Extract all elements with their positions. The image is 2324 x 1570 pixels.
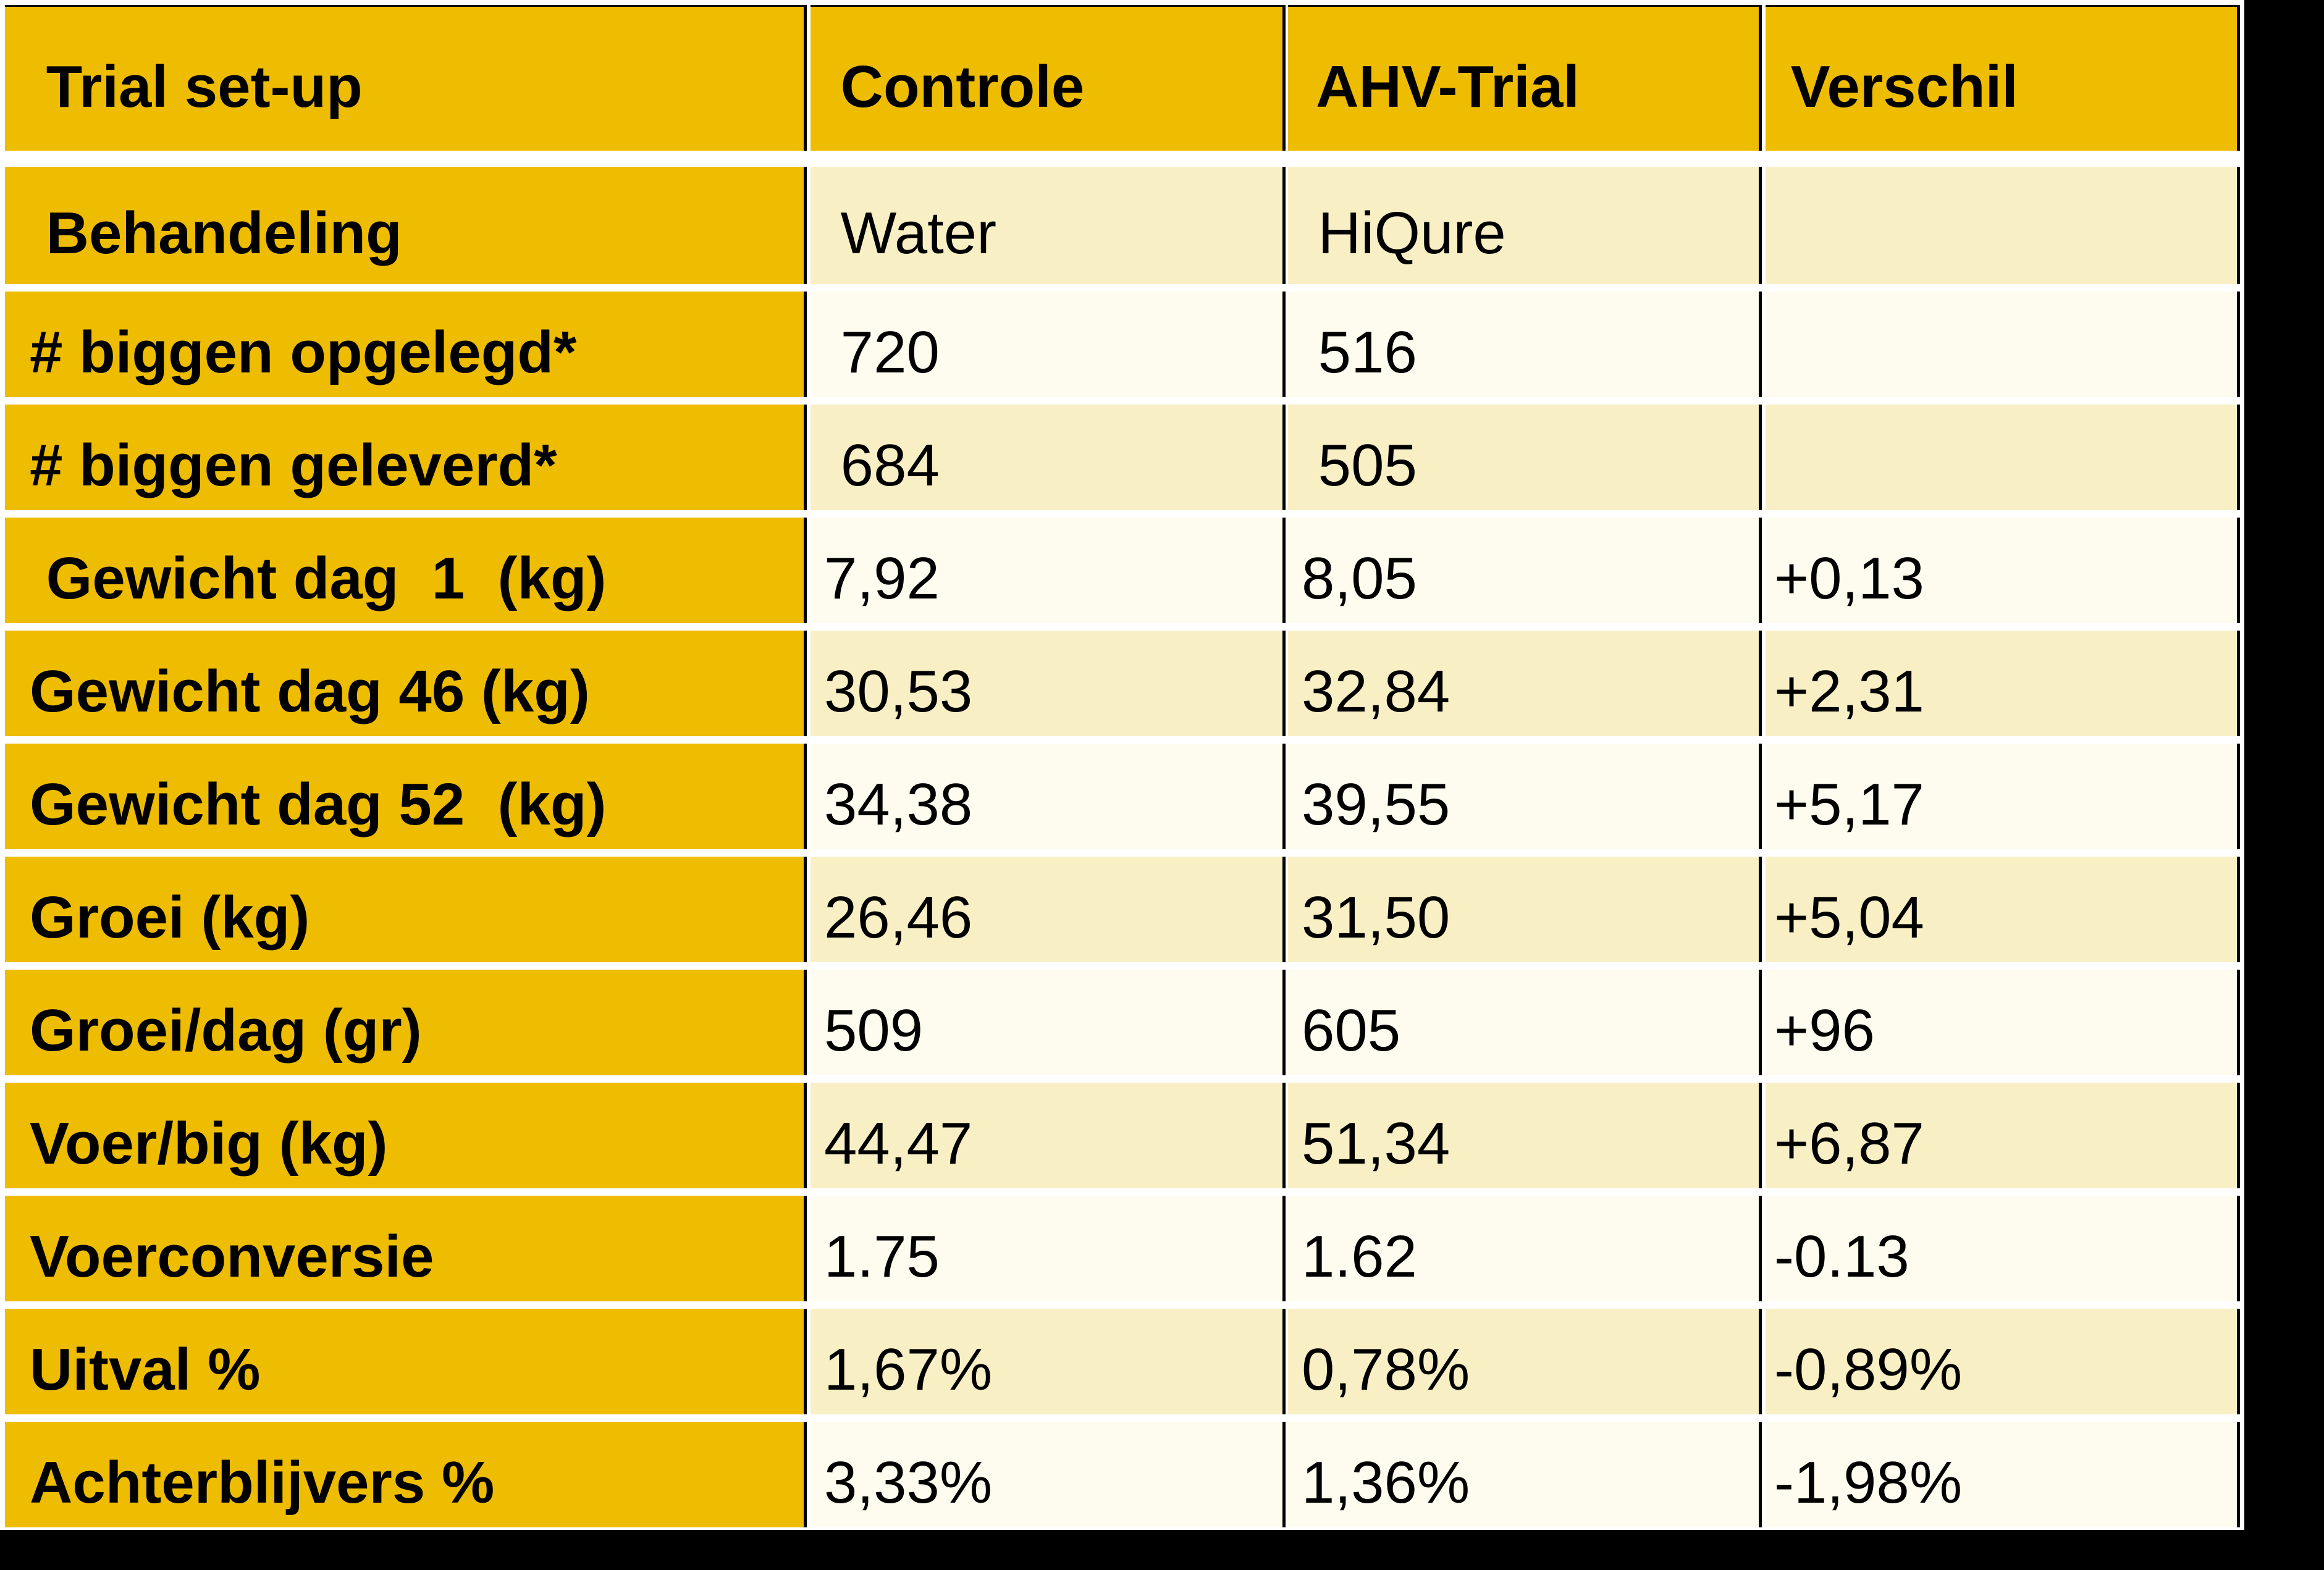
controle-value-cell: 26,46 — [810, 857, 1286, 962]
controle-value-cell: 509 — [810, 970, 1286, 1075]
row-label-cell: Groei (kg) — [5, 857, 807, 962]
table-row-voer-per-big: Voer/big (kg) 44,47 51,34 +6,87 — [5, 1083, 2240, 1188]
table-row-gewicht-dag-1: Gewicht dag 1 (kg) 7,92 8,05 +0,13 — [5, 518, 2240, 623]
ahv-trial-value-cell: 31,50 — [1288, 857, 1762, 962]
controle-value-cell: 1.75 — [810, 1196, 1286, 1301]
verschil-value-cell: +6,87 — [1766, 1083, 2240, 1188]
row-label-cell: Voerconversie — [5, 1196, 807, 1301]
verschil-value-cell: +5,17 — [1766, 744, 2240, 849]
table-row-groei-per-dag: Groei/dag (gr) 509 605 +96 — [5, 970, 2240, 1075]
table-row-groei: Groei (kg) 26,46 31,50 +5,04 — [5, 857, 2240, 962]
row-label-cell: Voer/big (kg) — [5, 1083, 807, 1188]
controle-value-cell: 7,92 — [810, 518, 1286, 623]
table-row-uitval: Uitval % 1,67% 0,78% -0,89% — [5, 1309, 2240, 1414]
table-row-gewicht-dag-46: Gewicht dag 46 (kg) 30,53 32,84 +2,31 — [5, 631, 2240, 736]
header-cell-ahv-trial: AHV-Trial — [1288, 5, 1762, 151]
verschil-value-cell — [1766, 292, 2240, 397]
header-row: Trial set-up Controle AHV-Trial Verschil — [5, 5, 2240, 151]
ahv-trial-value-cell: 1.62 — [1288, 1196, 1762, 1301]
row-label-cell: Gewicht dag 52 (kg) — [5, 744, 807, 849]
ahv-trial-value-cell: 8,05 — [1288, 518, 1762, 623]
ahv-trial-value-cell: 39,55 — [1288, 744, 1762, 849]
controle-value-cell: 1,67% — [810, 1309, 1286, 1414]
controle-value-cell: 3,33% — [810, 1422, 1286, 1527]
controle-value-cell: 44,47 — [810, 1083, 1286, 1188]
header-cell-controle: Controle — [810, 5, 1286, 151]
header-cell-trial-setup: Trial set-up — [5, 5, 807, 151]
row-label-cell: Achterblijvers % — [5, 1422, 807, 1527]
ahv-trial-value-cell: 0,78% — [1288, 1309, 1762, 1414]
row-label-cell: Uitval % — [5, 1309, 807, 1414]
ahv-trial-value-cell: HiQure — [1288, 167, 1762, 284]
row-label-cell: Gewicht dag 46 (kg) — [5, 631, 807, 736]
table-row-gewicht-dag-52: Gewicht dag 52 (kg) 34,38 39,55 +5,17 — [5, 744, 2240, 849]
row-label-cell: Groei/dag (gr) — [5, 970, 807, 1075]
table-row-achterblijvers: Achterblijvers % 3,33% 1,36% -1,98% — [5, 1422, 2240, 1527]
ahv-trial-value-cell: 1,36% — [1288, 1422, 1762, 1527]
verschil-value-cell: +96 — [1766, 970, 2240, 1075]
header-cell-verschil: Verschil — [1766, 5, 2240, 151]
controle-value-cell: 34,38 — [810, 744, 1286, 849]
table-row-behandeling: Behandeling Water HiQure — [5, 167, 2240, 284]
row-label-cell: Gewicht dag 1 (kg) — [5, 518, 807, 623]
ahv-trial-value-cell: 605 — [1288, 970, 1762, 1075]
verschil-value-cell: +5,04 — [1766, 857, 2240, 962]
verschil-value-cell — [1766, 405, 2240, 510]
ahv-trial-value-cell: 32,84 — [1288, 631, 1762, 736]
table-row-biggen-geleverd: # biggen geleverd* 684 505 — [5, 405, 2240, 510]
row-label-cell: Behandeling — [5, 167, 807, 284]
verschil-value-cell — [1766, 167, 2240, 284]
verschil-value-cell: +0,13 — [1766, 518, 2240, 623]
ahv-trial-value-cell: 51,34 — [1288, 1083, 1762, 1188]
ahv-trial-value-cell: 516 — [1288, 292, 1762, 397]
controle-value-cell: 684 — [810, 405, 1286, 510]
table-row-voerconversie: Voerconversie 1.75 1.62 -0.13 — [5, 1196, 2240, 1301]
row-label-cell: # biggen opgelegd* — [5, 292, 807, 397]
controle-value-cell: 30,53 — [810, 631, 1286, 736]
controle-value-cell: Water — [810, 167, 1286, 284]
controle-value-cell: 720 — [810, 292, 1286, 397]
verschil-value-cell: +2,31 — [1766, 631, 2240, 736]
verschil-value-cell: -1,98% — [1766, 1422, 2240, 1527]
table-canvas: Trial set-up Controle AHV-Trial Verschil… — [0, 0, 2244, 1530]
verschil-value-cell: -0,89% — [1766, 1309, 2240, 1414]
table-row-biggen-opgelegd: # biggen opgelegd* 720 516 — [5, 292, 2240, 397]
ahv-trial-value-cell: 505 — [1288, 405, 1762, 510]
row-label-cell: # biggen geleverd* — [5, 405, 807, 510]
trial-results-table: Trial set-up Controle AHV-Trial Verschil… — [5, 5, 2240, 1530]
verschil-value-cell: -0.13 — [1766, 1196, 2240, 1301]
